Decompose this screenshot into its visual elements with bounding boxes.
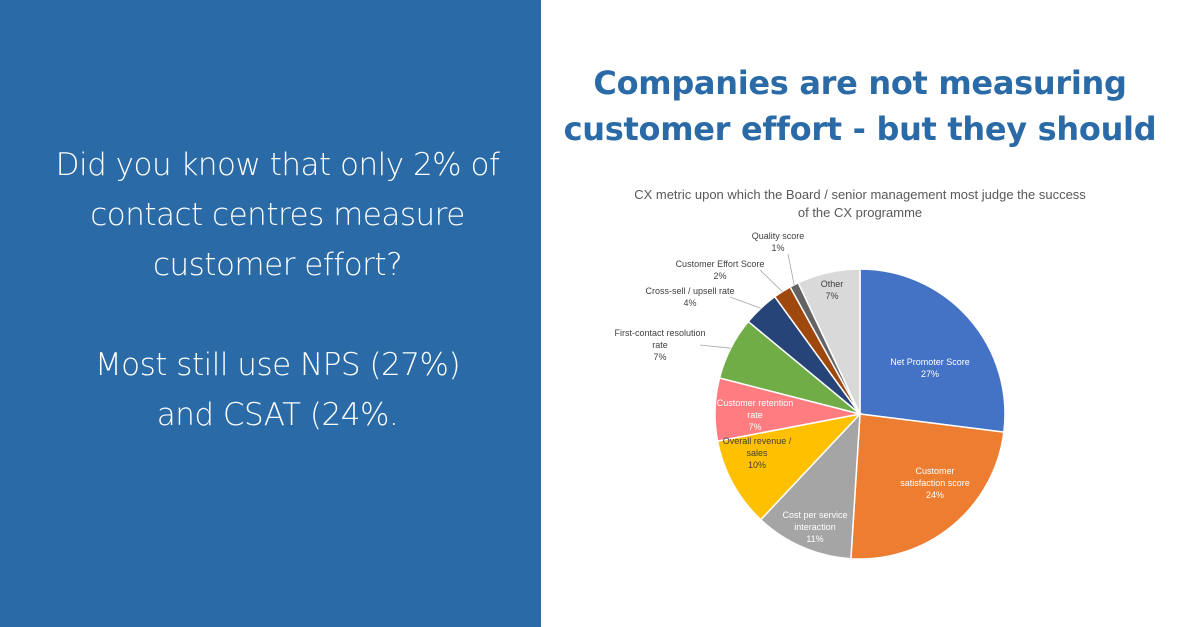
slice-category: Cross-sell / upsell rate [645, 286, 735, 296]
slice-value: 24% [925, 490, 944, 500]
slice-value: 10% [747, 460, 766, 470]
slice-label: Net Promoter Score 27% [885, 356, 975, 380]
pie-slice [797, 268, 861, 415]
slice-label: Quality score 1% [738, 230, 818, 254]
slice-category: Quality score [751, 231, 805, 241]
leader-line [787, 253, 795, 285]
heading: Companies are not measuring customer eff… [563, 64, 1157, 148]
pie-slice [859, 268, 1006, 434]
slice-category: Net Promoter Score [890, 357, 970, 367]
slice-value: 7% [653, 352, 667, 362]
slice-category: Customer Effort Score [675, 259, 765, 269]
slice-value: 1% [771, 243, 785, 253]
slice-category: Other [820, 279, 844, 289]
leader-line [699, 344, 731, 349]
slice-category: Customer satisfaction score [900, 466, 970, 488]
leader-line [759, 269, 783, 292]
slice-category: Cost per service interaction [782, 510, 848, 532]
panel-text: Most still use NPS (27%) and CSAT (24%. [94, 347, 461, 433]
pie-slice [850, 413, 1005, 560]
slice-label: Overall revenue / sales 10% [717, 435, 797, 471]
slice-label: Customer Effort Score 2% [665, 258, 775, 282]
slice-label: Cross-sell / upsell rate 4% [635, 285, 745, 309]
slice-value: 2% [713, 271, 727, 281]
leader-line [729, 296, 761, 309]
pie-slice [716, 412, 863, 521]
chart-title: CX metric upon which the Board / senior … [634, 187, 1086, 220]
slice-value: 7% [825, 291, 839, 301]
slice-value: 7% [748, 422, 762, 432]
slice-value: 4% [683, 298, 697, 308]
slice-category: Overall revenue / sales [722, 436, 792, 458]
slice-value: 27% [920, 369, 939, 379]
pie-slice [759, 411, 861, 560]
panel-text: Did you know that only 2% of contact cen… [55, 147, 500, 283]
left-panel: Did you know that only 2% of contact cen… [0, 0, 541, 627]
slice-label: Customer retention rate 7% [715, 397, 795, 433]
slice-label: First-contact resolution rate 7% [610, 327, 710, 363]
slice-value: 11% [806, 534, 824, 544]
slice-label: Cost per service interaction 11% [780, 509, 850, 545]
slice-label: Customer satisfaction score 24% [895, 465, 975, 501]
slice-category: Customer retention rate [716, 398, 794, 420]
slice-label: Other 7% [812, 278, 852, 302]
slice-category: First-contact resolution rate [614, 328, 706, 350]
